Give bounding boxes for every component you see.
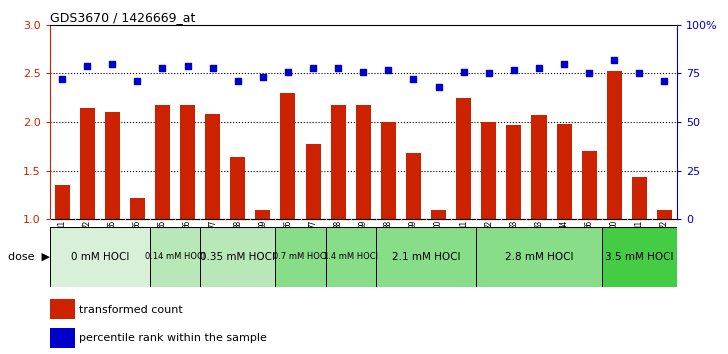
Text: GSM387606: GSM387606 xyxy=(132,220,142,266)
Text: percentile rank within the sample: percentile rank within the sample xyxy=(79,333,266,343)
Point xyxy=(508,67,520,72)
Text: GSM387648: GSM387648 xyxy=(233,220,242,266)
Bar xyxy=(200,227,275,287)
Point xyxy=(408,76,419,82)
Bar xyxy=(431,210,446,219)
Text: GSM387714: GSM387714 xyxy=(560,220,569,266)
Point xyxy=(382,67,394,72)
Point xyxy=(182,63,194,68)
Text: GSM387752: GSM387752 xyxy=(660,220,669,266)
Text: GSM387751: GSM387751 xyxy=(635,220,644,266)
Point xyxy=(157,65,168,70)
Bar xyxy=(280,93,296,219)
Text: GSM387649: GSM387649 xyxy=(258,220,267,266)
Bar xyxy=(79,108,95,219)
Point xyxy=(333,65,344,70)
Point xyxy=(207,65,218,70)
Point xyxy=(659,79,670,84)
Bar xyxy=(150,227,200,287)
Bar xyxy=(381,122,396,219)
Bar xyxy=(406,153,421,219)
Text: GSM387713: GSM387713 xyxy=(534,220,544,266)
Point xyxy=(458,69,470,74)
Point xyxy=(357,69,369,74)
Bar xyxy=(155,104,170,219)
Bar xyxy=(376,227,476,287)
Text: GSM387701: GSM387701 xyxy=(459,220,468,266)
Text: GSM387646: GSM387646 xyxy=(183,220,192,266)
Bar xyxy=(230,157,245,219)
Bar xyxy=(507,125,521,219)
Text: GSM387702: GSM387702 xyxy=(484,220,494,266)
Text: GSM387678: GSM387678 xyxy=(333,220,343,266)
Text: 3.5 mM HOCl: 3.5 mM HOCl xyxy=(605,252,673,262)
Bar xyxy=(105,113,120,219)
Bar xyxy=(205,114,220,219)
Bar xyxy=(356,104,371,219)
Text: GSM387699: GSM387699 xyxy=(409,220,418,266)
Text: GSM387703: GSM387703 xyxy=(510,220,518,266)
Text: dose  ▶: dose ▶ xyxy=(7,252,50,262)
Text: GDS3670 / 1426669_at: GDS3670 / 1426669_at xyxy=(50,11,195,24)
Bar xyxy=(275,227,325,287)
Point xyxy=(633,70,645,76)
Point xyxy=(232,79,244,84)
Text: 0.35 mM HOCl: 0.35 mM HOCl xyxy=(200,252,275,262)
Point xyxy=(82,63,93,68)
Point xyxy=(583,70,595,76)
Point xyxy=(533,65,545,70)
Bar xyxy=(180,104,195,219)
Point xyxy=(106,61,118,67)
Text: GSM387647: GSM387647 xyxy=(208,220,217,266)
Bar xyxy=(606,70,622,219)
Text: 1.4 mM HOCl: 1.4 mM HOCl xyxy=(323,252,379,261)
Text: 2.8 mM HOCl: 2.8 mM HOCl xyxy=(505,252,573,262)
Bar xyxy=(476,227,602,287)
Bar xyxy=(602,227,677,287)
Text: transformed count: transformed count xyxy=(79,305,183,315)
Point xyxy=(483,70,494,76)
Bar xyxy=(632,177,647,219)
Bar xyxy=(50,328,75,348)
Bar xyxy=(256,210,270,219)
Text: 0 mM HOCl: 0 mM HOCl xyxy=(71,252,129,262)
Text: GSM387676: GSM387676 xyxy=(283,220,293,266)
Text: GSM387602: GSM387602 xyxy=(83,220,92,266)
Point xyxy=(56,76,68,82)
Text: GSM387700: GSM387700 xyxy=(434,220,443,266)
Bar xyxy=(456,98,471,219)
Point xyxy=(609,57,620,63)
Text: GSM387679: GSM387679 xyxy=(359,220,368,266)
Point xyxy=(282,69,294,74)
Text: GSM387750: GSM387750 xyxy=(610,220,619,266)
Bar xyxy=(50,299,75,319)
Bar xyxy=(130,198,145,219)
Point xyxy=(132,79,143,84)
Text: GSM387716: GSM387716 xyxy=(585,220,594,266)
Text: GSM387645: GSM387645 xyxy=(158,220,167,266)
Bar xyxy=(582,152,597,219)
Bar xyxy=(306,143,320,219)
Bar xyxy=(531,115,547,219)
Text: 0.14 mM HOCl: 0.14 mM HOCl xyxy=(145,252,205,261)
Text: 0.7 mM HOCl: 0.7 mM HOCl xyxy=(273,252,328,261)
Point xyxy=(432,84,444,90)
Text: GSM387677: GSM387677 xyxy=(309,220,317,266)
Text: 2.1 mM HOCl: 2.1 mM HOCl xyxy=(392,252,460,262)
Text: GSM387605: GSM387605 xyxy=(108,220,116,266)
Text: GSM387601: GSM387601 xyxy=(58,220,66,266)
Bar xyxy=(556,124,571,219)
Text: GSM387698: GSM387698 xyxy=(384,220,393,266)
Bar xyxy=(481,122,496,219)
Bar xyxy=(325,227,376,287)
Point xyxy=(307,65,319,70)
Bar xyxy=(50,227,150,287)
Bar xyxy=(331,104,346,219)
Bar xyxy=(55,185,70,219)
Point xyxy=(257,75,269,80)
Point xyxy=(558,61,570,67)
Bar xyxy=(657,210,672,219)
